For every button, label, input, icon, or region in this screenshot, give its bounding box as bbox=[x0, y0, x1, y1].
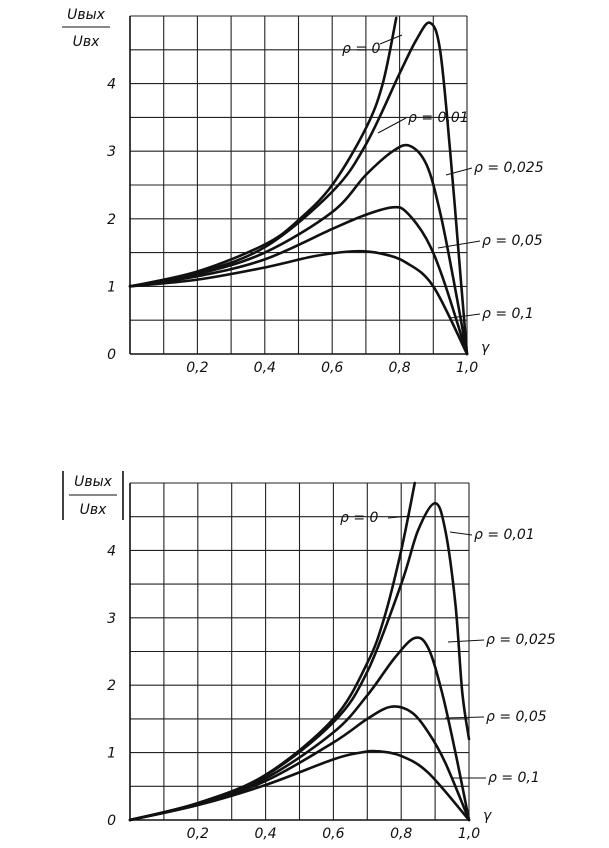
x-tick-label: 0,8 bbox=[390, 826, 412, 842]
x-tick-label: 0,8 bbox=[388, 360, 410, 376]
y-axis-label-denominator: Uвх bbox=[80, 502, 107, 518]
series-leader-1 bbox=[449, 531, 473, 536]
series-leader-0 bbox=[379, 34, 403, 45]
x-tick-label: 0,6 bbox=[322, 826, 344, 842]
series-leader-1 bbox=[377, 117, 407, 134]
series-line-2 bbox=[128, 143, 469, 356]
x-tick-label: 0,2 bbox=[187, 826, 209, 842]
series-line-4 bbox=[128, 249, 469, 356]
series-label-4: ρ = 0,1 bbox=[488, 770, 540, 786]
x-axis-label: γ bbox=[483, 808, 492, 824]
series-line-4 bbox=[128, 749, 471, 822]
chart-bottom: 0,2 0,4 0,6 0,8 1,0 0 1 2 3 4 γ Uвых Uвх ρ = 0 ρ = 0,0… bbox=[62, 471, 556, 842]
y-tick-label: 2 bbox=[107, 212, 116, 228]
y-tick-label: 4 bbox=[107, 77, 116, 93]
y-tick-label: 4 bbox=[107, 543, 116, 559]
series-label-2: ρ = 0,025 bbox=[474, 160, 544, 176]
x-tick-label: 0,2 bbox=[186, 360, 208, 376]
series-leader-3 bbox=[444, 716, 485, 719]
series-leader-0 bbox=[387, 515, 411, 519]
y-tick-label: 2 bbox=[107, 678, 116, 694]
series-line-1 bbox=[128, 21, 469, 356]
x-tick-label: 1,0 bbox=[456, 360, 478, 376]
y-axis-label-denominator: Uвх bbox=[73, 34, 100, 50]
series-line-0 bbox=[128, 16, 398, 288]
x-tick-label: 0,4 bbox=[254, 360, 276, 376]
y-tick-label: 0 bbox=[107, 347, 116, 363]
y-tick-label: 3 bbox=[107, 611, 116, 627]
series-label-0: ρ = 0 bbox=[342, 41, 381, 57]
y-axis-label-numerator: Uвых bbox=[67, 7, 106, 23]
series-leader-2 bbox=[447, 639, 485, 643]
series-leader-2 bbox=[445, 167, 473, 176]
series-label-0: ρ = 0 bbox=[340, 510, 379, 526]
series-label-3: ρ = 0,05 bbox=[482, 233, 543, 249]
series-line-3 bbox=[128, 705, 471, 822]
chart-top: 0,2 0,4 0,6 0,8 1,0 0 1 2 3 4 γ Uвых Uвх ρ = 0 ρ = 0,0… bbox=[62, 7, 544, 376]
x-tick-label: 0,4 bbox=[254, 826, 276, 842]
y-tick-label: 0 bbox=[107, 813, 116, 829]
y-tick-label: 1 bbox=[107, 746, 116, 762]
series-label-3: ρ = 0,05 bbox=[486, 709, 547, 725]
series-label-4: ρ = 0,1 bbox=[482, 306, 534, 322]
series-label-2: ρ = 0,025 bbox=[486, 632, 556, 648]
y-tick-label: 3 bbox=[107, 144, 116, 160]
series-leader-3 bbox=[437, 240, 481, 249]
series-leader-4 bbox=[449, 313, 481, 319]
x-axis-label: γ bbox=[481, 340, 490, 356]
x-tick-label: 1,0 bbox=[458, 826, 480, 842]
series-line-1 bbox=[128, 501, 471, 822]
y-tick-label: 1 bbox=[107, 279, 116, 295]
x-tick-label: 0,6 bbox=[321, 360, 343, 376]
y-axis-label-numerator: Uвых bbox=[74, 474, 113, 490]
series-label-1: ρ = 0,01 bbox=[474, 527, 535, 543]
series-line-3 bbox=[128, 205, 469, 356]
series-label-1: ρ = 0,01 bbox=[408, 110, 469, 126]
